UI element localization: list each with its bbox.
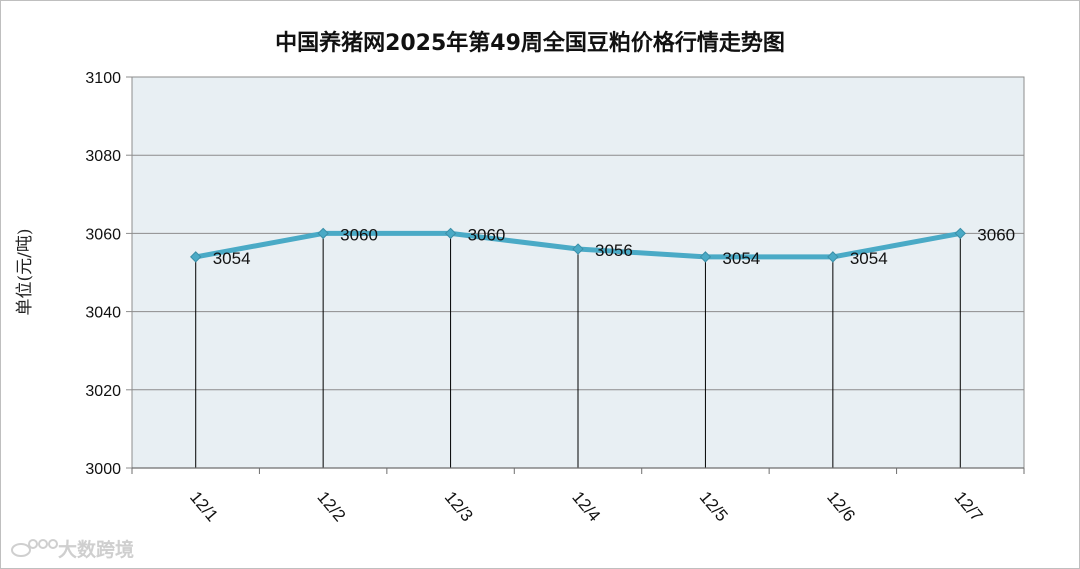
x-tick-label: 12/3	[441, 488, 477, 526]
x-axis-ticks: 12/1 12/2 12/3 12/4 12/5 12/6 12/7	[186, 488, 986, 526]
x-tick-label: 12/1	[186, 488, 222, 526]
y-tick-label: 3020	[85, 383, 121, 400]
x-tick-label: 12/2	[313, 488, 349, 526]
x-tick-label: 12/5	[696, 488, 732, 526]
data-point-marker	[190, 251, 202, 263]
watermark: 大数跨境	[11, 538, 134, 561]
data-label: 3060	[340, 225, 378, 244]
x-tick-label: 12/7	[951, 488, 987, 526]
weibo-logo-icon	[11, 539, 58, 557]
data-label: 3054	[213, 249, 251, 268]
drop-lines	[195, 233, 961, 468]
y-tick-label: 3080	[85, 148, 121, 165]
x-axis	[131, 467, 1025, 474]
data-labels: 3054 3060 3060 3056 3054 3054 3060	[213, 225, 1015, 267]
chart-title: 中国养猪网2025年第49周全国豆粕价格行情走势图	[275, 30, 785, 56]
data-label: 3060	[977, 225, 1015, 244]
data-point-marker	[699, 251, 712, 263]
data-label: 3060	[468, 225, 506, 244]
watermark-text: 大数跨境	[58, 538, 134, 561]
data-point-marker	[317, 227, 329, 240]
y-tick-label: 3000	[85, 461, 121, 478]
data-label: 3056	[595, 241, 633, 260]
x-tick-label: 12/4	[568, 488, 604, 526]
data-label: 3054	[722, 249, 760, 268]
data-point-marker	[444, 227, 457, 240]
data-point-marker	[954, 227, 966, 240]
series-markers	[190, 227, 966, 263]
y-tick-label: 3060	[85, 226, 121, 243]
x-tick-label: 12/6	[823, 488, 859, 526]
data-point-marker	[827, 251, 839, 263]
y-tick-label: 3100	[85, 70, 121, 87]
y-tick-label: 3040	[85, 305, 121, 322]
data-point-marker	[572, 243, 584, 255]
y-axis-label: 单位(元/吨)	[15, 229, 35, 316]
y-axis-ticks: 3000 3020 3040 3060 3080 3100	[85, 70, 132, 478]
data-label: 3054	[850, 249, 888, 268]
